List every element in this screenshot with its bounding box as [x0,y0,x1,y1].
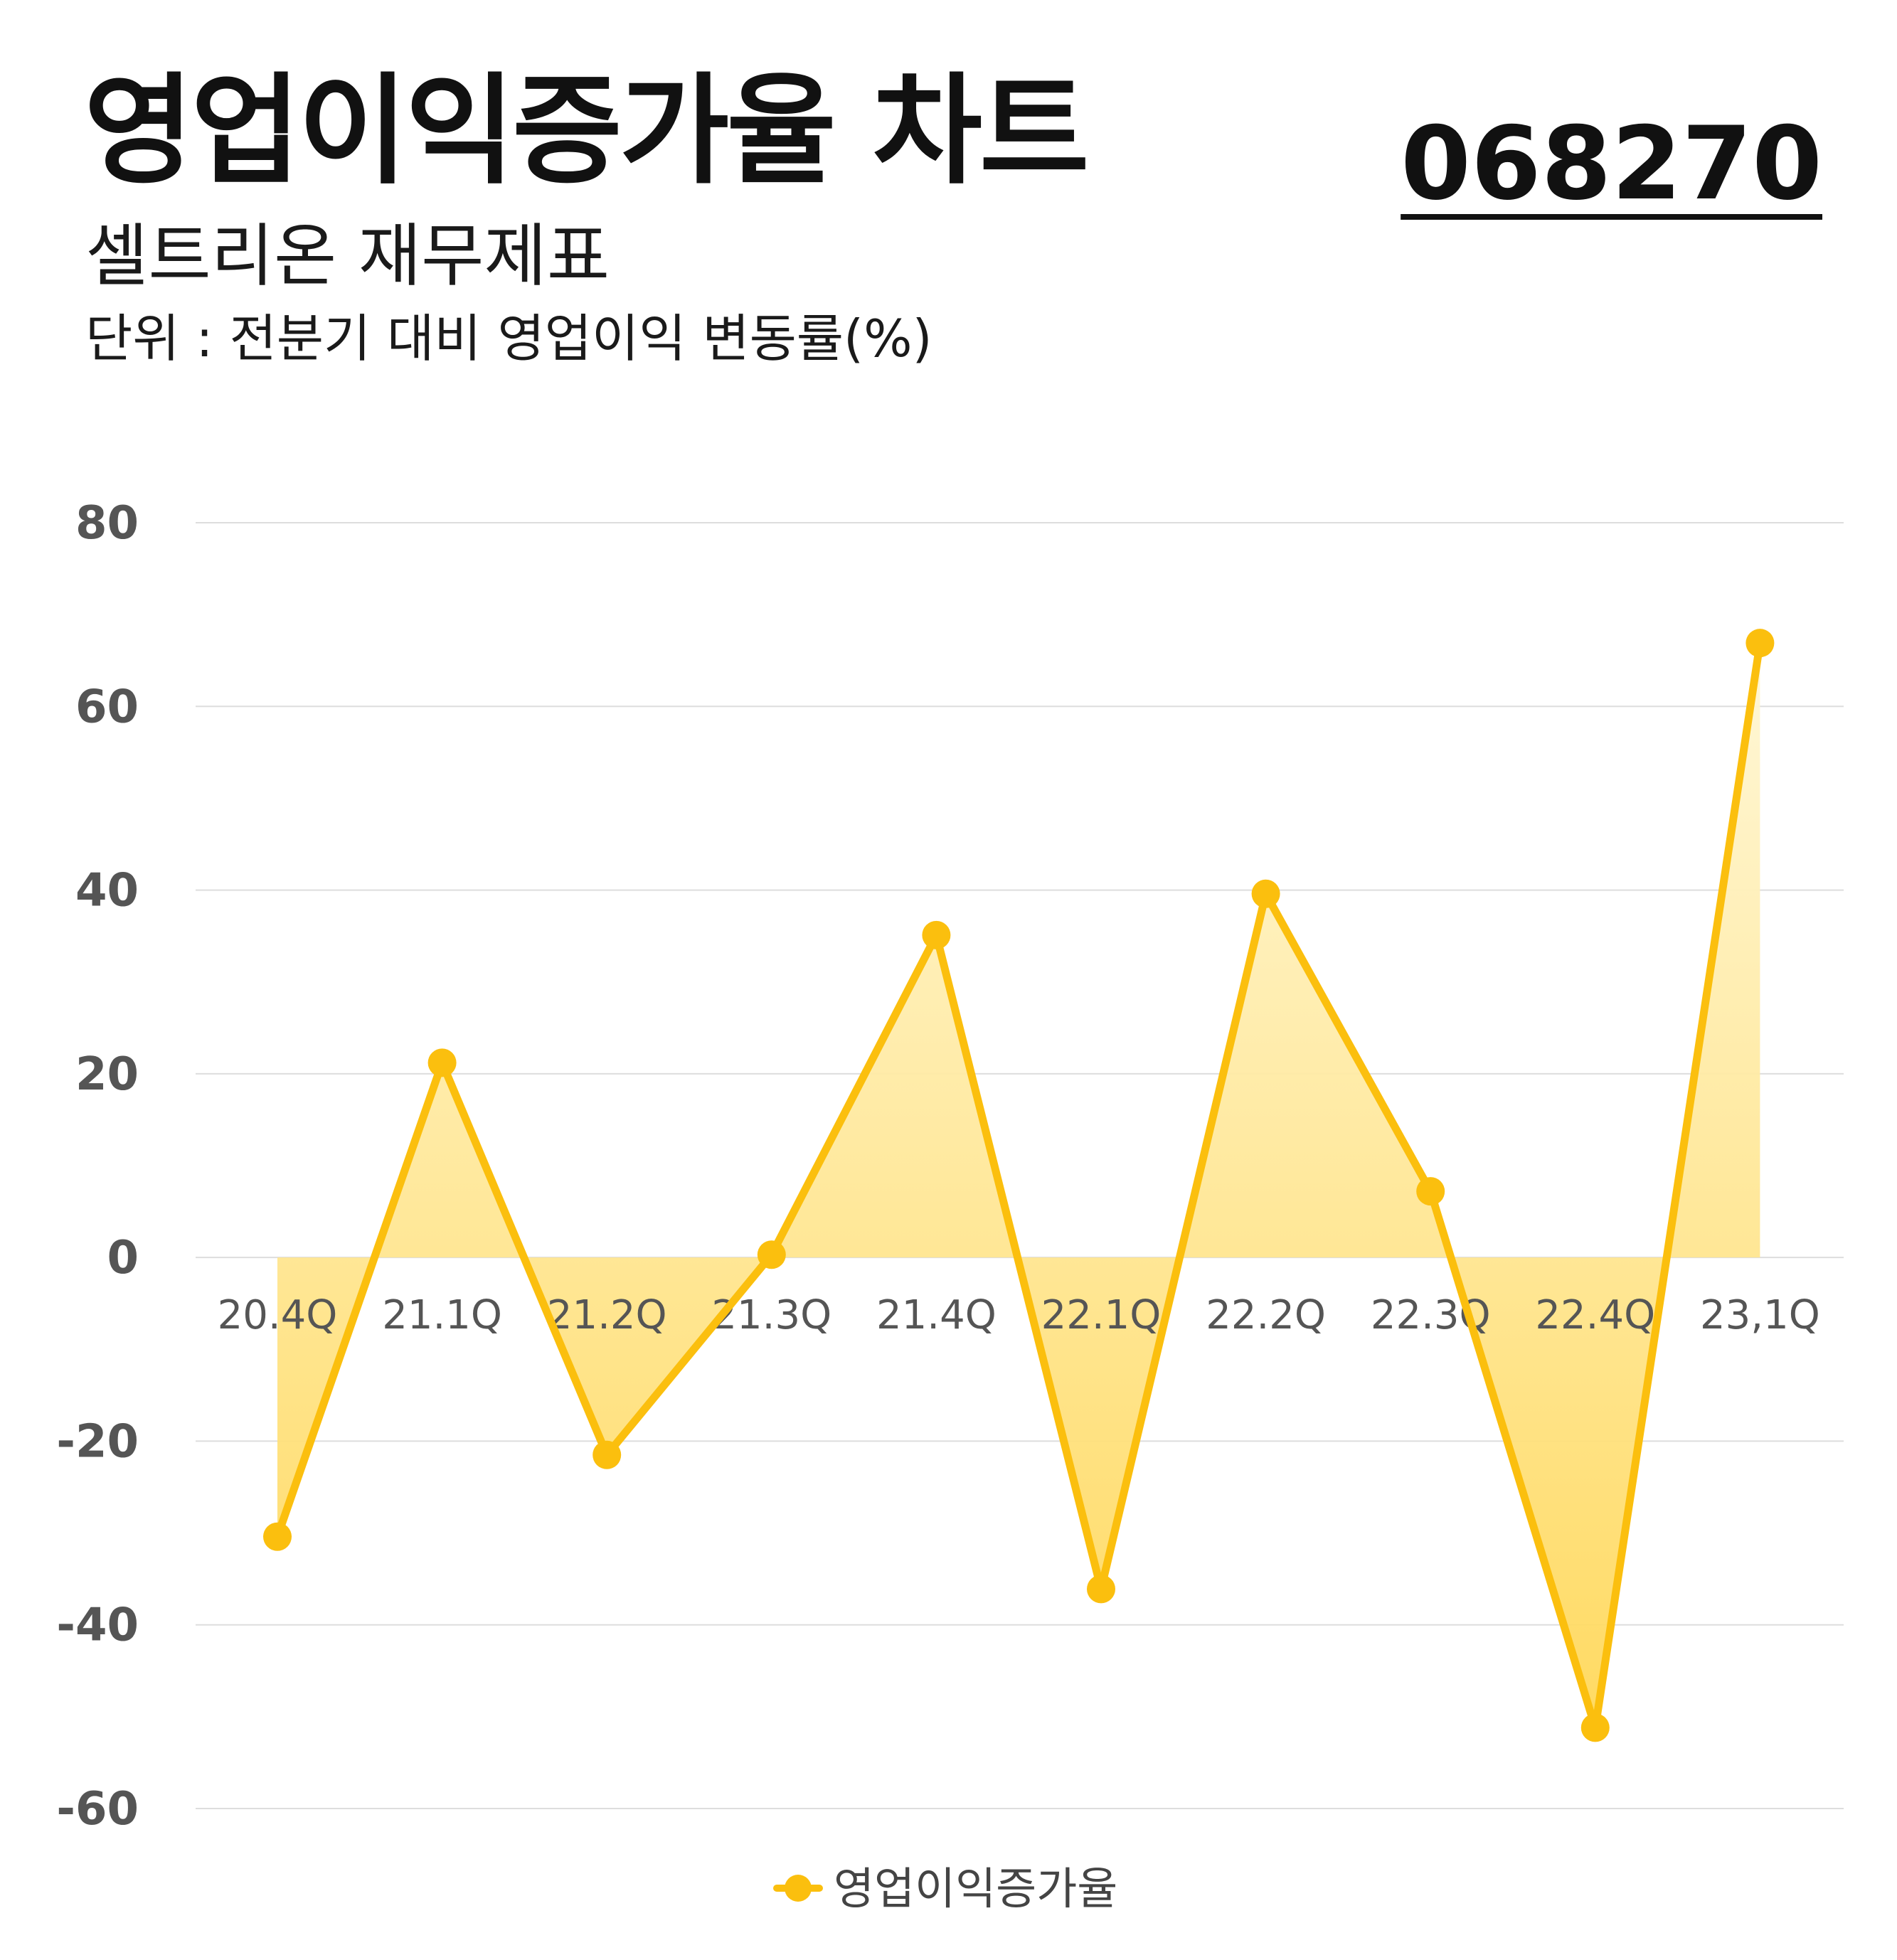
data-point[interactable] [593,1440,622,1469]
y-tick-label: 60 [75,681,139,733]
y-tick-label: 20 [75,1048,139,1101]
chart-subtitle: 셀트리온 재무제표 [85,216,610,296]
x-tick-label: 23,1Q [1700,1292,1820,1338]
data-point[interactable] [1580,1713,1610,1742]
x-tick-label: 21.3Q [711,1292,831,1338]
x-tick-label: 20.4Q [218,1292,338,1338]
stock-code[interactable]: 068270 [1401,105,1822,223]
area-fill-shape [277,643,1760,1728]
x-tick-label: 21.2Q [547,1292,667,1338]
y-tick-label: 0 [107,1232,139,1284]
data-point[interactable] [1251,879,1280,908]
unit-label: 단위 : 전분기 대비 영업이익 변동률(%) [85,309,932,368]
data-point[interactable] [922,920,951,949]
data-point[interactable] [263,1522,292,1551]
data-point[interactable] [1745,629,1775,658]
y-tick-label: 80 [75,497,139,550]
x-axis-ticks: 20.4Q 21.1Q 21.2Q 21.3Q 21.4Q 22.1Q 22.2Q 22.3Q… [218,1292,1820,1338]
legend[interactable]: 영업이익증가율 [773,1863,1117,1914]
y-axis-ticks: 80 60 40 20 0 -20 -40 -60 [56,497,139,1836]
x-tick-label: 21.1Q [382,1292,502,1338]
y-tick-label: -40 [56,1599,139,1652]
area-fill [277,643,1760,1728]
x-tick-label: 22.1Q [1041,1292,1162,1338]
data-point[interactable] [757,1240,786,1269]
data-point[interactable] [427,1048,457,1077]
series-line-path [273,639,1764,1732]
series-line [273,639,1764,1732]
x-tick-label: 21.4Q [876,1292,997,1338]
data-point[interactable] [1416,1177,1445,1206]
y-tick-label: -60 [56,1783,139,1836]
legend-label: 영업이익증가율 [834,1863,1117,1914]
y-tick-label: 40 [75,865,139,917]
legend-marker [785,1875,812,1902]
chart-title: 영업이익증가율 차트 [84,61,1090,201]
x-tick-label: 22.4Q [1535,1292,1655,1338]
x-tick-label: 22.2Q [1206,1292,1326,1338]
data-point[interactable] [1087,1575,1115,1604]
series-points [263,629,1775,1742]
y-tick-label: -20 [56,1415,139,1468]
